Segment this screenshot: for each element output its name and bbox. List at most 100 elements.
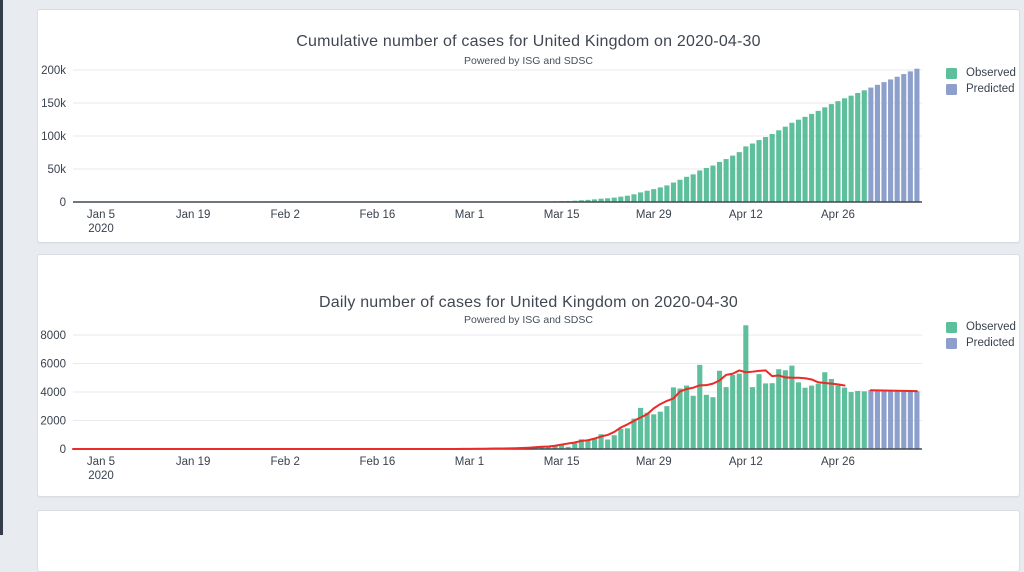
observed-bar [585,199,591,202]
observed-bar [795,382,802,449]
observed-bar [716,370,723,449]
predicted-bar [907,71,913,202]
observed-bar [835,385,841,449]
observed-bar [539,447,545,449]
observed-bar [716,161,723,202]
x-tick-label: Mar 29 [636,209,672,221]
observed-bar [802,387,808,449]
observed-bar [651,189,657,202]
legend-item-observed[interactable]: Observed [946,67,1016,79]
predicted-bar [874,84,880,202]
observed-bar [618,428,624,449]
chart-subtitle: Powered by ISG and SDSC [464,314,593,326]
observed-bar [822,107,828,202]
y-tick-label: 50k [47,164,66,176]
observed-bar [644,190,650,202]
observed-bar [782,370,788,449]
observed-bar [677,388,683,449]
legend-item-predicted[interactable]: Predicted [946,83,1016,95]
plot-area[interactable]: 0 2000 4000 6000 8000 Jan 5 2020 Jan 19 Feb 2 Feb… [38,255,1019,496]
observed-bar [743,146,749,202]
observed-bar [710,397,716,449]
predicted-bar [868,389,874,449]
y-tick-label: 8000 [40,330,66,342]
observed-bar [828,378,834,449]
observed-bar [664,406,670,449]
observed-bar [756,140,762,202]
observed-bar [657,187,663,202]
observed-bar [578,439,584,449]
chart-title: Cumulative number of cases for United Ki… [296,33,761,50]
observed-bar [822,372,828,449]
observed-bar [776,369,782,449]
predicted-bar [901,391,907,449]
x-tick-label: Mar 15 [544,456,580,468]
observed-bar [598,198,604,202]
plot-area[interactable]: 0 50k 100k 150k 200k Jan 5 2020 Jan 19 Feb 2 Feb … [38,10,1019,242]
observed-bar [611,435,617,449]
trend-line-predicted [869,389,918,393]
observed-bar [730,155,736,202]
observed-bar [743,325,749,449]
predicted-bar [881,82,887,202]
next-chart-card-partial [37,510,1020,572]
observed-bar [841,387,848,449]
observed-bar [598,434,604,449]
observed-bar [763,137,769,202]
observed-bar [841,98,848,202]
x-tick-label: Apr 26 [821,456,855,468]
x-tick-label: Jan 19 [176,456,211,468]
observed-bar [644,412,650,449]
cumulative-chart-card: Cumulative number of cases for United Ki… [37,9,1020,243]
observed-bar [638,192,644,202]
observed-bar [605,198,611,202]
observed-bar [802,116,808,202]
observed-bar [578,200,584,202]
x-tick-label: Mar 1 [455,209,484,221]
legend-item-observed[interactable]: Observed [946,321,1016,333]
x-tick-label: Jan 5 [87,209,115,221]
observed-bar [795,119,802,202]
left-edge-strip [0,0,3,535]
observed-bar [684,385,690,449]
predicted-bar [914,391,920,449]
legend: Observed Predicted [946,321,1016,349]
legend-swatch [946,83,957,95]
observed-bar [789,365,795,449]
y-tick-label: 2000 [40,416,66,428]
observed-bar [631,418,637,449]
y-tick-label: 100k [41,131,66,143]
predicted-bar [894,390,900,449]
y-tick-label: 0 [60,197,66,209]
observed-bar [736,373,742,449]
trend-line-observed [72,369,846,450]
legend-swatch [946,321,957,333]
y-tick-label: 0 [60,444,66,456]
observed-bar [749,143,755,202]
observed-bar [664,185,670,202]
y-tick-label: 150k [41,98,66,110]
observed-bar [545,446,551,449]
observed-bar [815,110,821,202]
legend-label: Observed [966,321,1016,333]
observed-bar [835,101,841,202]
observed-bar [848,392,854,449]
observed-bar [585,439,591,449]
observed-bar [789,122,795,202]
legend-item-predicted[interactable]: Predicted [946,337,1016,349]
observed-bar [670,387,677,449]
x-tick-label: Feb 2 [271,209,300,221]
observed-bar [657,411,663,449]
x-tick-label: Mar 29 [636,456,672,468]
observed-bar [697,364,703,449]
observed-bar [552,445,558,449]
legend-label: Predicted [966,337,1015,349]
observed-bar [809,113,815,202]
observed-bar [769,133,775,202]
observed-bar [763,383,769,449]
observed-bar [611,197,617,202]
observed-bar [559,444,565,449]
x-tick-label: Jan 19 [176,209,211,221]
legend-label: Observed [966,67,1016,79]
